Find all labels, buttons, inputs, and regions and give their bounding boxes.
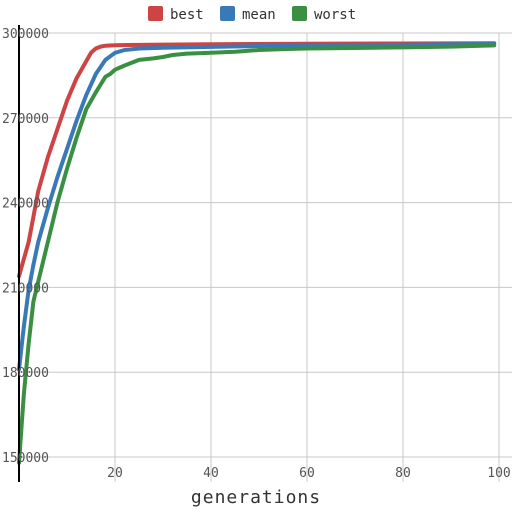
grid — [19, 32, 512, 482]
legend-label-best: best — [170, 7, 204, 23]
x-tick-label: 80 — [395, 466, 411, 481]
x-axis-title: generations — [191, 487, 321, 508]
y-tick-label: 300000 — [2, 27, 49, 42]
y-tick-label: 210000 — [2, 281, 49, 296]
legend-swatch-best — [148, 6, 163, 21]
series-line-worst — [17, 43, 497, 465]
y-tick-label: 240000 — [2, 197, 49, 212]
legend-swatch-mean — [220, 6, 235, 21]
y-tick-label: 180000 — [2, 366, 49, 381]
series-line-best — [17, 41, 497, 279]
legend-label-mean: mean — [242, 7, 276, 23]
series-lines — [17, 41, 497, 465]
x-tick-label: 20 — [107, 466, 123, 481]
legend-swatch-worst — [292, 6, 307, 21]
legend-label-worst: worst — [314, 7, 356, 23]
y-tick-label: 150000 — [2, 451, 49, 466]
tick-labels: 20 40 60 80 100 150000 180000 210000 240000 27000… — [2, 27, 511, 481]
y-tick-label: 270000 — [2, 112, 49, 127]
legend: best mean worst — [148, 6, 356, 23]
x-tick-label: 60 — [299, 466, 315, 481]
x-tick-label: 40 — [203, 466, 219, 481]
series-line-mean — [17, 41, 497, 372]
x-tick-label: 100 — [487, 466, 510, 481]
